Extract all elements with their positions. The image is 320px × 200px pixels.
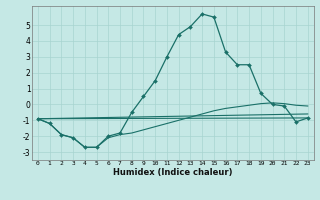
X-axis label: Humidex (Indice chaleur): Humidex (Indice chaleur) [113,168,233,177]
